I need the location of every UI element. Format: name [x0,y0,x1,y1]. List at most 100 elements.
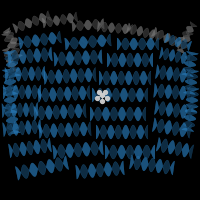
Polygon shape [35,141,37,154]
Polygon shape [42,51,43,59]
Polygon shape [157,138,160,151]
Polygon shape [41,36,42,44]
Polygon shape [48,140,50,150]
Polygon shape [184,125,193,127]
Polygon shape [172,37,175,44]
Polygon shape [7,108,14,109]
Polygon shape [159,142,161,148]
Polygon shape [161,66,163,79]
Polygon shape [185,144,188,157]
Polygon shape [188,109,195,110]
Polygon shape [129,90,130,100]
Polygon shape [47,12,50,20]
Polygon shape [181,69,184,82]
Polygon shape [186,105,197,106]
Polygon shape [182,68,184,82]
Polygon shape [34,16,37,25]
Polygon shape [176,143,179,154]
Polygon shape [50,71,51,83]
Polygon shape [5,50,8,51]
Polygon shape [8,110,14,111]
Polygon shape [6,31,9,33]
Polygon shape [190,26,193,29]
Polygon shape [152,118,155,132]
Polygon shape [158,30,162,39]
Polygon shape [48,92,49,98]
Polygon shape [6,118,18,120]
Polygon shape [187,72,189,73]
Polygon shape [76,12,78,22]
Polygon shape [49,138,51,152]
Polygon shape [38,88,39,102]
Polygon shape [72,15,73,20]
Polygon shape [96,125,97,139]
Polygon shape [9,122,11,136]
Polygon shape [180,43,187,47]
Polygon shape [111,23,112,33]
Polygon shape [75,37,76,49]
Polygon shape [112,23,113,33]
Polygon shape [188,121,191,122]
Polygon shape [108,73,109,83]
Polygon shape [5,56,16,59]
Polygon shape [79,128,80,131]
Polygon shape [2,104,3,117]
Polygon shape [106,130,107,134]
Polygon shape [36,35,38,46]
Polygon shape [64,71,65,82]
Polygon shape [47,52,48,57]
Polygon shape [51,32,53,44]
Polygon shape [121,162,123,174]
Polygon shape [39,51,40,60]
Polygon shape [186,91,193,93]
Polygon shape [52,161,54,170]
Polygon shape [29,122,30,133]
Polygon shape [9,78,10,79]
Polygon shape [35,85,36,99]
Polygon shape [176,51,179,62]
Polygon shape [7,43,17,47]
Polygon shape [47,164,48,170]
Polygon shape [4,98,15,100]
Polygon shape [156,163,157,168]
Polygon shape [177,49,184,53]
Polygon shape [162,139,165,152]
Polygon shape [106,23,107,31]
Polygon shape [163,53,164,55]
Polygon shape [165,70,166,76]
Polygon shape [10,66,15,68]
Polygon shape [142,30,143,34]
Polygon shape [188,66,191,67]
Polygon shape [20,124,21,133]
Polygon shape [57,70,58,83]
Polygon shape [47,162,49,171]
Polygon shape [129,71,130,85]
Polygon shape [178,51,180,62]
Polygon shape [9,124,17,126]
Polygon shape [3,87,15,88]
Polygon shape [34,164,37,175]
Polygon shape [83,86,84,100]
Polygon shape [169,38,170,41]
Polygon shape [5,106,17,107]
Polygon shape [187,73,188,79]
Polygon shape [154,43,155,45]
Polygon shape [5,111,16,113]
Polygon shape [190,54,194,55]
Polygon shape [183,129,193,131]
Polygon shape [169,141,172,154]
Polygon shape [23,107,24,113]
Polygon shape [10,42,12,43]
Polygon shape [166,121,168,133]
Polygon shape [39,120,41,133]
Polygon shape [173,38,177,46]
Polygon shape [165,34,168,43]
Polygon shape [73,22,74,30]
Polygon shape [58,158,61,171]
Polygon shape [156,65,158,78]
Polygon shape [160,103,162,114]
Polygon shape [13,48,14,49]
Polygon shape [72,105,73,118]
Polygon shape [3,85,4,99]
Polygon shape [27,19,31,28]
